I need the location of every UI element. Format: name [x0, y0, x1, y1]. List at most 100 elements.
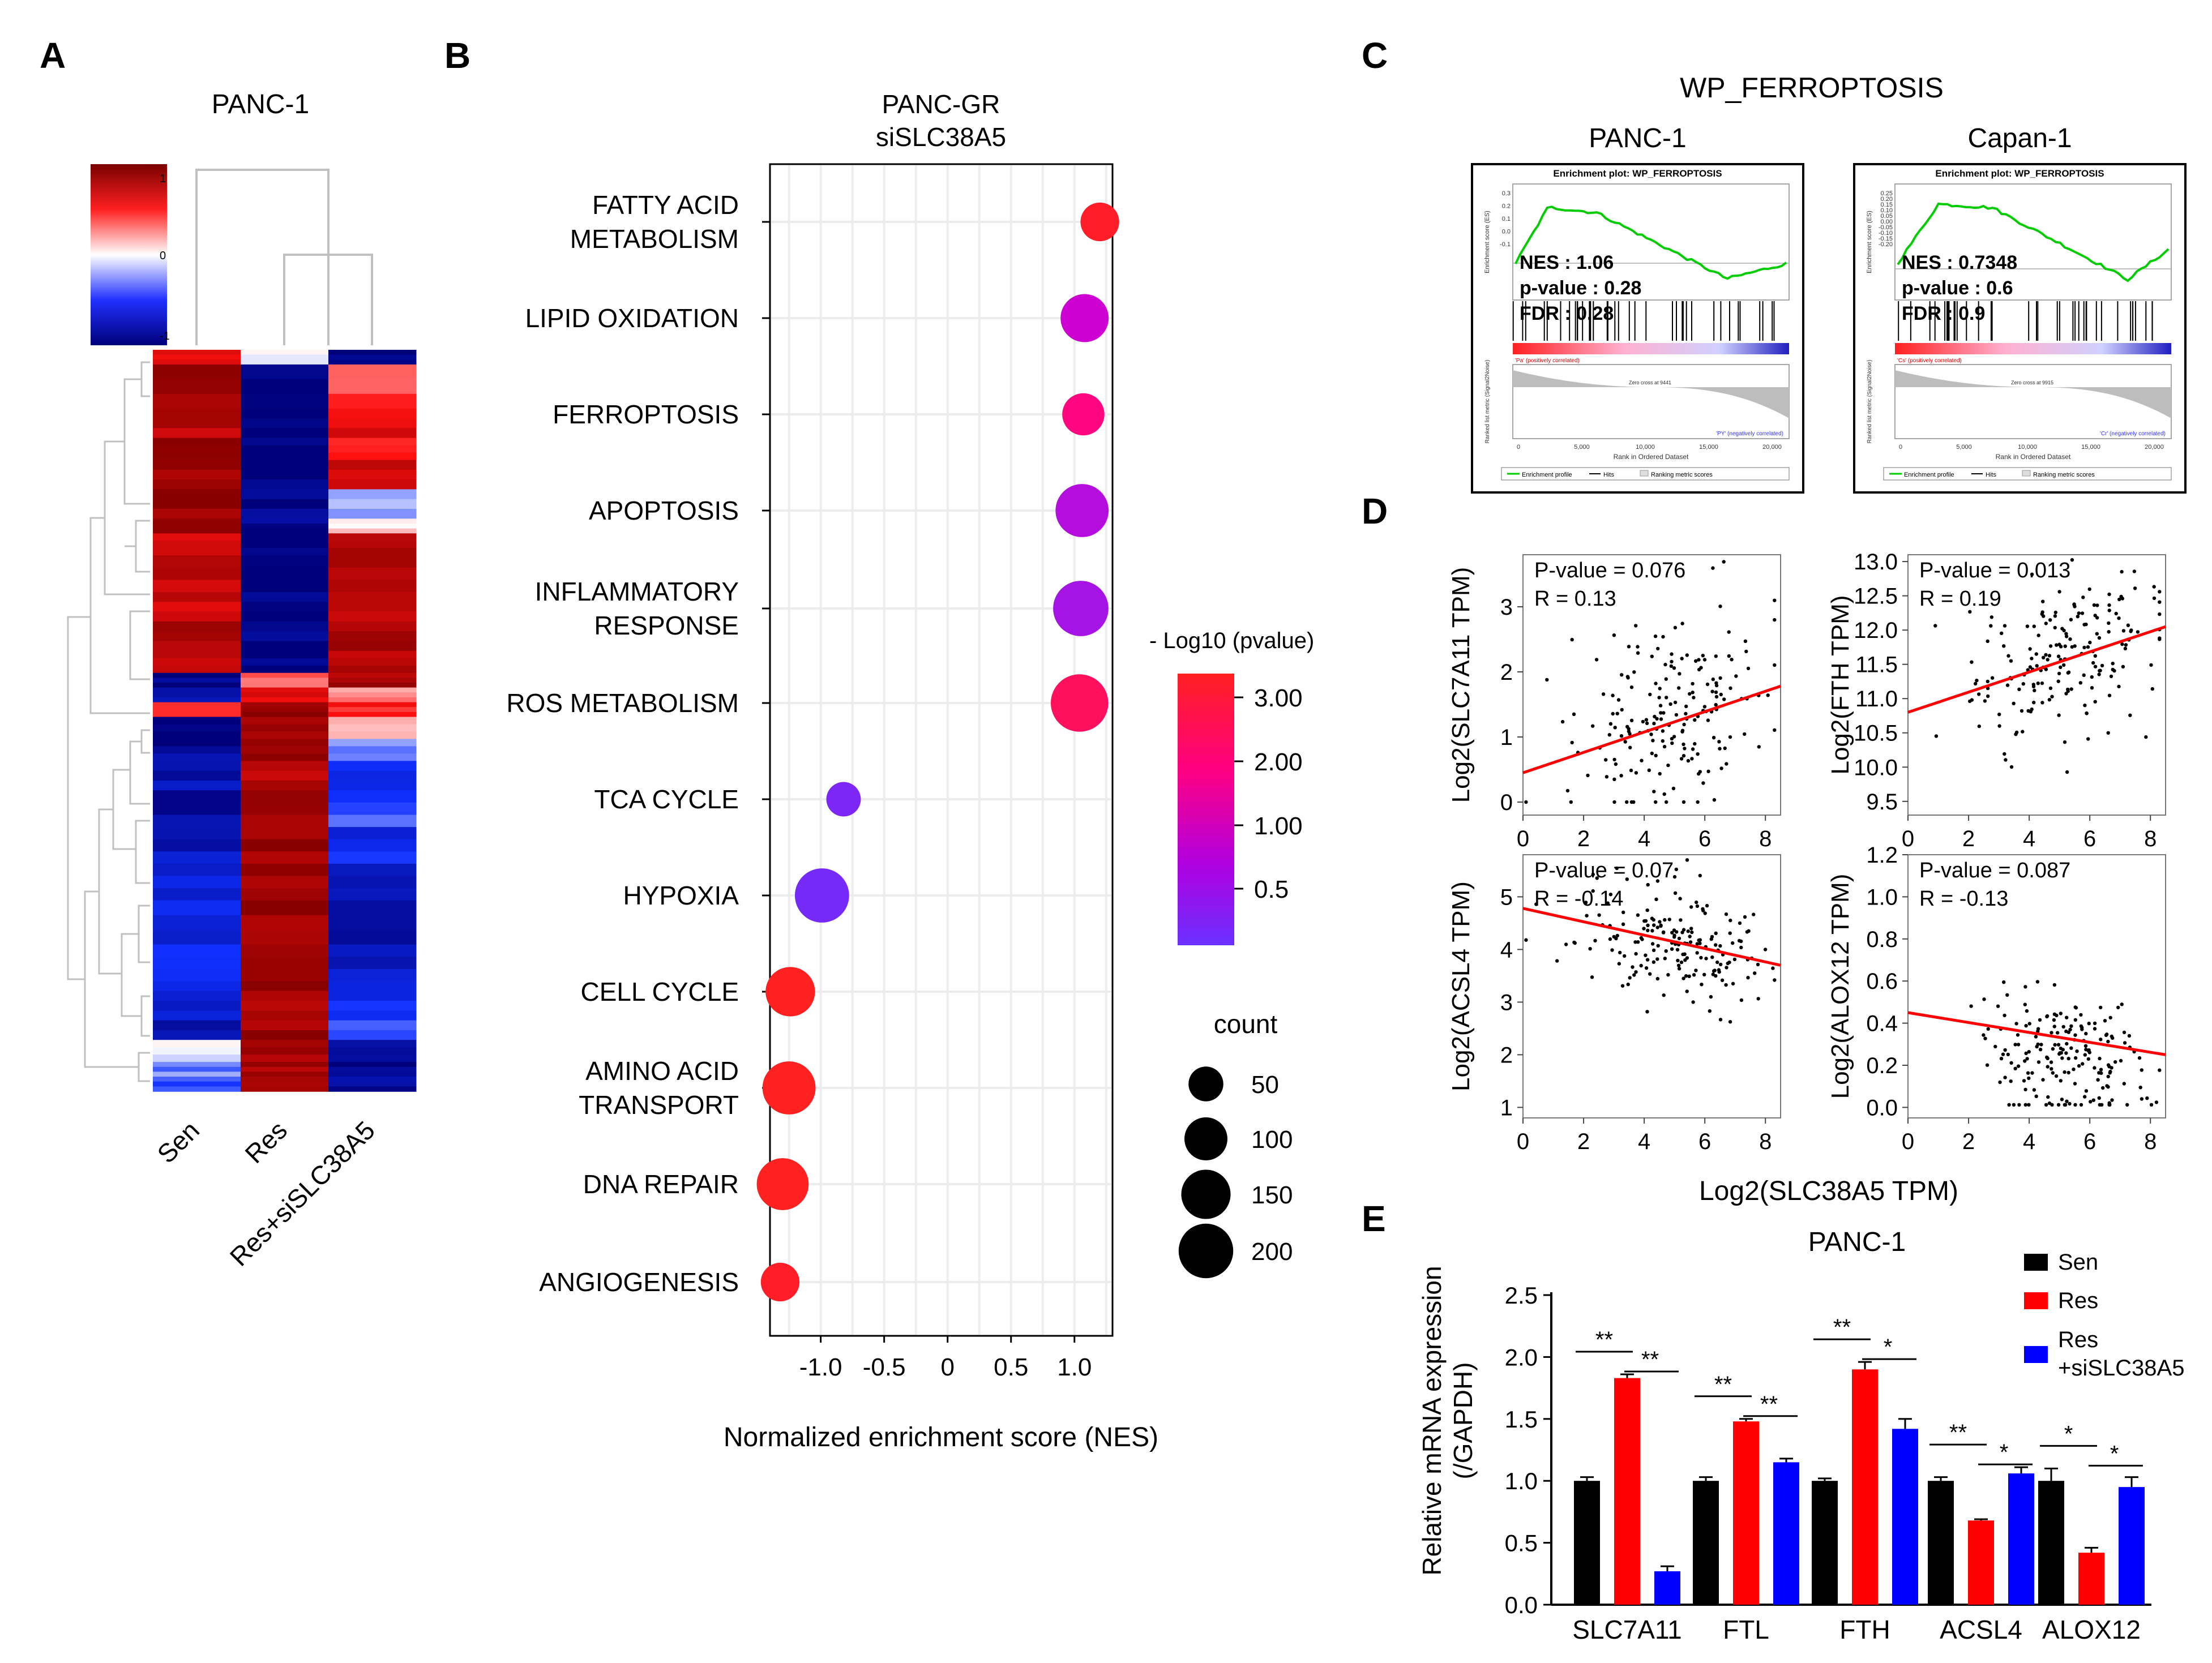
corr-point	[1665, 800, 1668, 804]
corr-point	[2031, 684, 2036, 689]
corr-point	[1970, 660, 1974, 664]
heatmap-cell	[328, 802, 417, 816]
corr-point	[2122, 1030, 2127, 1035]
corr-point	[2079, 1103, 2083, 1107]
corr-point	[2004, 758, 2008, 762]
corr-point	[1728, 686, 1732, 691]
corr-point	[2101, 1086, 2105, 1090]
corr-xtick-label: 4	[1638, 1129, 1650, 1154]
corr-point	[1999, 1057, 2004, 1061]
corr-point	[1651, 739, 1655, 743]
heatmap-cell	[241, 1010, 329, 1021]
corr-point	[2107, 621, 2111, 625]
corr-point	[2033, 688, 2036, 693]
legend-label-si-2: +siSLC38A5	[2058, 1356, 2184, 1381]
heatmap-cell	[241, 815, 329, 828]
corr-point	[2121, 665, 2125, 669]
row-dendro-branch	[67, 616, 91, 980]
corr-point	[2001, 1052, 2005, 1056]
corr-point	[2009, 659, 2013, 663]
size-legend-title: count	[1214, 1009, 1278, 1039]
heatmap-cell	[328, 687, 417, 693]
corr-ytick-label: 0.6	[1866, 969, 1898, 994]
dotplot-xtick-label: -0.5	[863, 1353, 906, 1381]
bar-category-label: FTL	[1723, 1615, 1769, 1644]
legend-label-si-1: Res	[2058, 1327, 2098, 1352]
gsea-metric-ylabel: Ranked list metric (Signal2Noise)	[1867, 360, 1873, 444]
heatmap-cell	[328, 428, 417, 439]
corr-point	[2059, 1079, 2063, 1083]
heatmap-cell	[241, 863, 329, 877]
heatmap-cell	[153, 364, 241, 380]
corr-point	[2127, 1034, 2132, 1038]
corr-point	[1654, 753, 1658, 758]
heatmap-cell	[328, 683, 417, 688]
corr-point	[1636, 940, 1640, 944]
heatmap-cell	[153, 780, 241, 791]
corr-point	[2056, 654, 2061, 658]
heatmap-cell	[241, 479, 329, 490]
corr-point	[1534, 902, 1538, 906]
corr-point	[1975, 679, 1979, 683]
sig-mark: **	[1760, 1392, 1778, 1417]
heatmap-cell	[153, 746, 241, 755]
corr-point	[1727, 961, 1731, 965]
corr-point	[1644, 718, 1649, 722]
row-dendrogram	[67, 361, 150, 1082]
heatmap-cell	[153, 991, 241, 1001]
corr-point	[2085, 711, 2089, 715]
heatmap-cell	[153, 863, 241, 877]
corr-point	[1658, 704, 1663, 708]
heatmap-cell	[328, 548, 417, 556]
corr-point	[2117, 684, 2121, 689]
corr-point	[1644, 966, 1649, 970]
heatmap-cell	[328, 1071, 417, 1077]
corr-point	[2021, 730, 2025, 734]
corr-point	[2050, 1031, 2053, 1035]
corr-point	[2084, 1031, 2088, 1036]
bar-legend: Sen Res Res +siSLC38A5	[2024, 1250, 2184, 1381]
heatmap-cell	[241, 567, 329, 581]
corr-point	[1743, 639, 1748, 644]
panel-b-letter: B	[444, 35, 470, 76]
heatmap-cell	[241, 438, 329, 446]
corr-point	[2051, 1047, 2055, 1051]
corr-point	[2111, 1036, 2115, 1040]
heatmap-cell	[153, 876, 241, 889]
corr-point	[1652, 790, 1656, 794]
sig-mark: *	[2000, 1440, 2009, 1465]
heatmap-cell	[153, 469, 241, 480]
corr-point	[1752, 912, 1756, 916]
corr-point	[1612, 633, 1616, 637]
corr-ylabel: Log2(ALOX12 TPM)	[1826, 874, 1854, 1099]
corr-point	[1628, 732, 1632, 736]
pvalue-colorbar	[1178, 674, 1234, 945]
corr-point	[1986, 694, 1990, 698]
corr-point	[2108, 1069, 2112, 1074]
corr-point	[2125, 1103, 2129, 1107]
corr-point	[2025, 624, 2030, 628]
heatmap-cell	[153, 929, 241, 945]
corr-point	[2068, 1101, 2072, 1106]
corr-point	[1625, 877, 1629, 881]
corr-point	[2049, 1060, 2053, 1064]
corr-point	[2017, 1103, 2021, 1107]
corr-point	[1650, 942, 1655, 946]
dotplot-category-label: RESPONSE	[594, 611, 739, 640]
corr-point	[2092, 603, 2097, 607]
corr-point	[2042, 614, 2046, 618]
corr-point	[2099, 1068, 2103, 1071]
bar	[1852, 1369, 1878, 1605]
corr-point	[1728, 918, 1732, 923]
bar-category-label: ACSL4	[1940, 1615, 2022, 1644]
corr-point	[1718, 944, 1722, 948]
heatmap-cell	[153, 1062, 241, 1068]
heatmap-cell	[153, 1040, 241, 1048]
bar-ytick-label: 1.5	[1505, 1406, 1538, 1433]
corr-point	[2047, 698, 2052, 702]
corr-point	[1620, 984, 1625, 988]
corr-point	[2012, 1103, 2016, 1107]
panel-b: B PANC-GR siSLC38A5 FATTY ACID METABOLISM…	[444, 35, 1314, 1452]
corr-point	[2073, 644, 2077, 648]
heatmap-cell	[328, 665, 417, 674]
